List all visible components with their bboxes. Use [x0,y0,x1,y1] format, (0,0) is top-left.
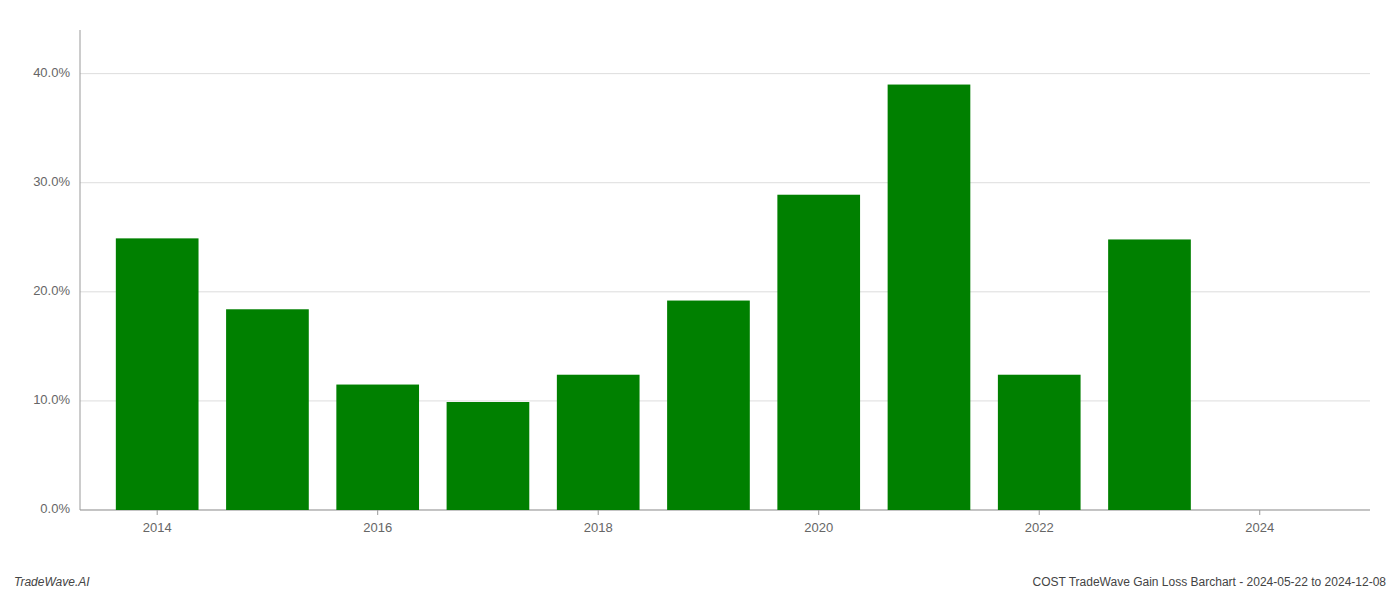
bar [888,85,971,510]
bar [226,309,309,510]
x-tick-label: 2014 [143,520,172,535]
grid [80,74,1370,510]
bar [447,402,530,510]
footer-text: TradeWave.AI [14,575,90,589]
bars [116,85,1191,510]
chart-container: 0.0% 10.0% 20.0% 30.0% 40.0% 2014 2016 2018 2020… [0,0,1400,600]
bar [777,195,860,510]
x-tick [377,510,378,515]
x-tick-label: 2016 [363,520,392,535]
x-tick-label: 2022 [1025,520,1054,535]
x-tick [818,510,819,515]
x-tick-label: 2024 [1245,520,1274,535]
y-tick-label: 10.0% [33,392,70,407]
bar [557,375,640,510]
x-tick [157,510,158,515]
y-tick-label: 30.0% [33,174,70,189]
y-tick-label: 40.0% [33,65,70,80]
bar [998,375,1081,510]
axes: 0.0% 10.0% 20.0% 30.0% 40.0% 2014 2016 2018 2020… [33,30,1370,535]
x-tick-label: 2020 [804,520,833,535]
page: {"chart_data": {"type": "bar", "x": [201… [0,0,1400,600]
annotations: TradeWave.AI COST TradeWave Gain Loss Bar… [14,575,1386,589]
y-tick-label: 20.0% [33,283,70,298]
x-tick-label: 2018 [584,520,613,535]
grid-line [80,182,1370,183]
x-tick [598,510,599,515]
x-tick [1259,510,1260,515]
grid-line [80,73,1370,74]
bar [336,385,419,510]
bar [667,301,750,510]
footer-text: COST TradeWave Gain Loss Barchart - 2024… [1032,575,1386,589]
bar [1108,239,1191,510]
x-tick [1039,510,1040,515]
chart-svg: 0.0% 10.0% 20.0% 30.0% 40.0% 2014 2016 2018 2020… [0,0,1400,600]
bar [116,238,199,510]
y-tick-label: 0.0% [40,501,70,516]
y-axis-line [80,30,81,510]
